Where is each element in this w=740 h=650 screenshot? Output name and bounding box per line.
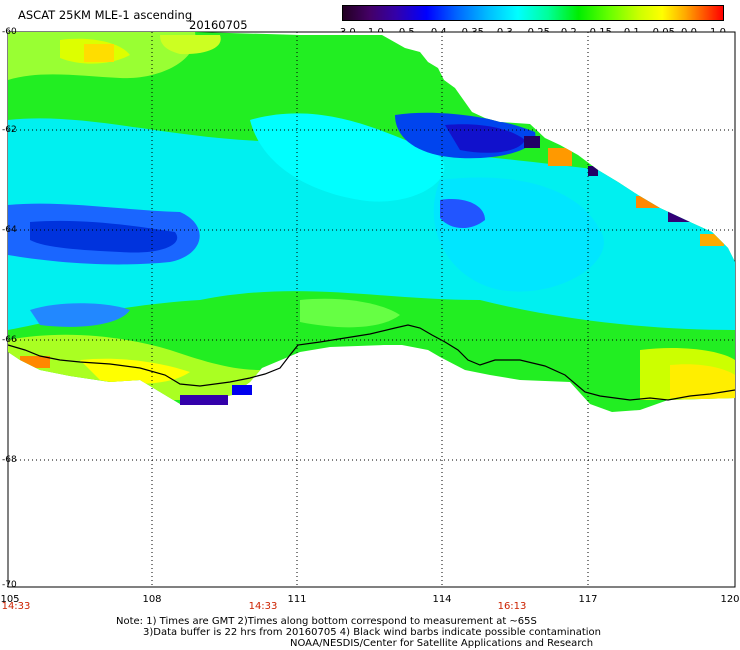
lon-label: 117	[578, 594, 598, 605]
lat-label: -64	[2, 225, 17, 235]
data-swath	[8, 32, 735, 412]
data-swath-pixels	[180, 395, 228, 405]
colorbar	[342, 5, 724, 21]
lat-label: -60	[2, 27, 17, 37]
coastline	[7, 324, 736, 401]
page-title: ASCAT 25KM MLE-1 ascending	[18, 8, 193, 22]
lon-label: 114	[432, 594, 452, 605]
footnote-line-1: Note: 1) Times are GMT 2)Times along bot…	[116, 616, 537, 627]
lon-label: 120	[720, 594, 740, 605]
data-swath-pixels	[232, 385, 252, 395]
time-label: 16:13	[497, 601, 527, 612]
lat-label: -68	[2, 455, 17, 465]
lon-label: 108	[142, 594, 162, 605]
grid-lines	[8, 32, 735, 587]
lat-label: -66	[2, 335, 17, 345]
page-date: 20160705	[189, 18, 248, 32]
lon-label: 111	[287, 594, 307, 605]
time-label: 14:33	[248, 601, 278, 612]
footnote-line-2: 3)Data buffer is 22 hrs from 20160705 4)…	[143, 627, 601, 638]
time-label: 14:33	[1, 601, 31, 612]
lat-label: -70	[2, 580, 17, 590]
lat-label: -62	[2, 125, 17, 135]
lon-label: 105	[0, 594, 20, 605]
footnote-line-3: NOAA/NESDIS/Center for Satellite Applica…	[290, 638, 594, 649]
